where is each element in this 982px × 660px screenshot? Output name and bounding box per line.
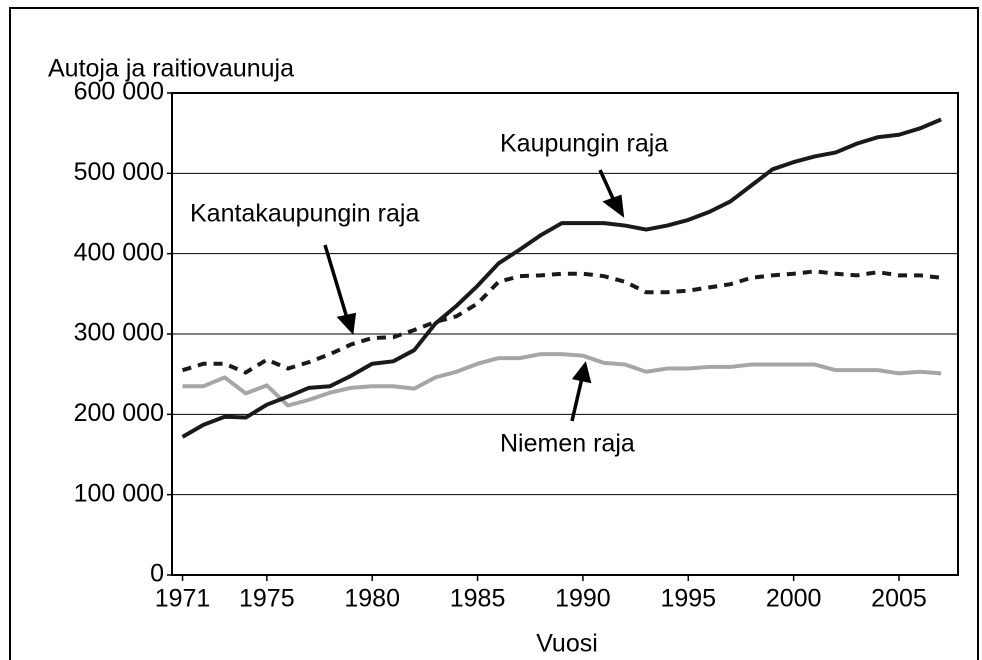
y-tick-label: 500 000 xyxy=(74,158,164,186)
data-line xyxy=(181,269,942,375)
x-tick-label: 1971 xyxy=(155,585,211,613)
y-tick-label: 400 000 xyxy=(74,238,164,266)
y-tick-label: 100 000 xyxy=(74,479,164,507)
x-axis-label: Vuosi xyxy=(536,630,598,658)
y-tick-label: 200 000 xyxy=(74,399,164,427)
arrow-head xyxy=(336,312,357,335)
arrow xyxy=(323,244,349,319)
series-annotation: Kantakaupungin raja xyxy=(190,200,419,228)
annotation-arrows xyxy=(323,169,625,422)
y-tick-label: 300 000 xyxy=(74,319,164,347)
arrow-head xyxy=(602,194,625,218)
arrow xyxy=(598,169,617,204)
data-line xyxy=(182,352,942,408)
y-tick-label: 600 000 xyxy=(74,78,164,106)
y-axis-label: Autoja ja raitiovaunuja xyxy=(48,55,294,83)
series-annotation: Kaupungin raja xyxy=(500,130,668,158)
data-line xyxy=(181,117,942,439)
x-tick-label: 1980 xyxy=(344,585,400,613)
series-annotation: Niemen raja xyxy=(500,430,635,458)
frame xyxy=(9,7,979,660)
x-tick-label: 2000 xyxy=(766,585,822,613)
x-tick-label: 2005 xyxy=(871,585,927,613)
x-tick-label: 1995 xyxy=(660,585,716,613)
x-tick-label: 1985 xyxy=(450,585,506,613)
x-tick-label: 1975 xyxy=(239,585,295,613)
y-tick-label: 0 xyxy=(150,560,164,588)
x-tick-label: 1990 xyxy=(555,585,611,613)
arrow xyxy=(570,377,584,422)
arrow-head xyxy=(571,361,592,384)
